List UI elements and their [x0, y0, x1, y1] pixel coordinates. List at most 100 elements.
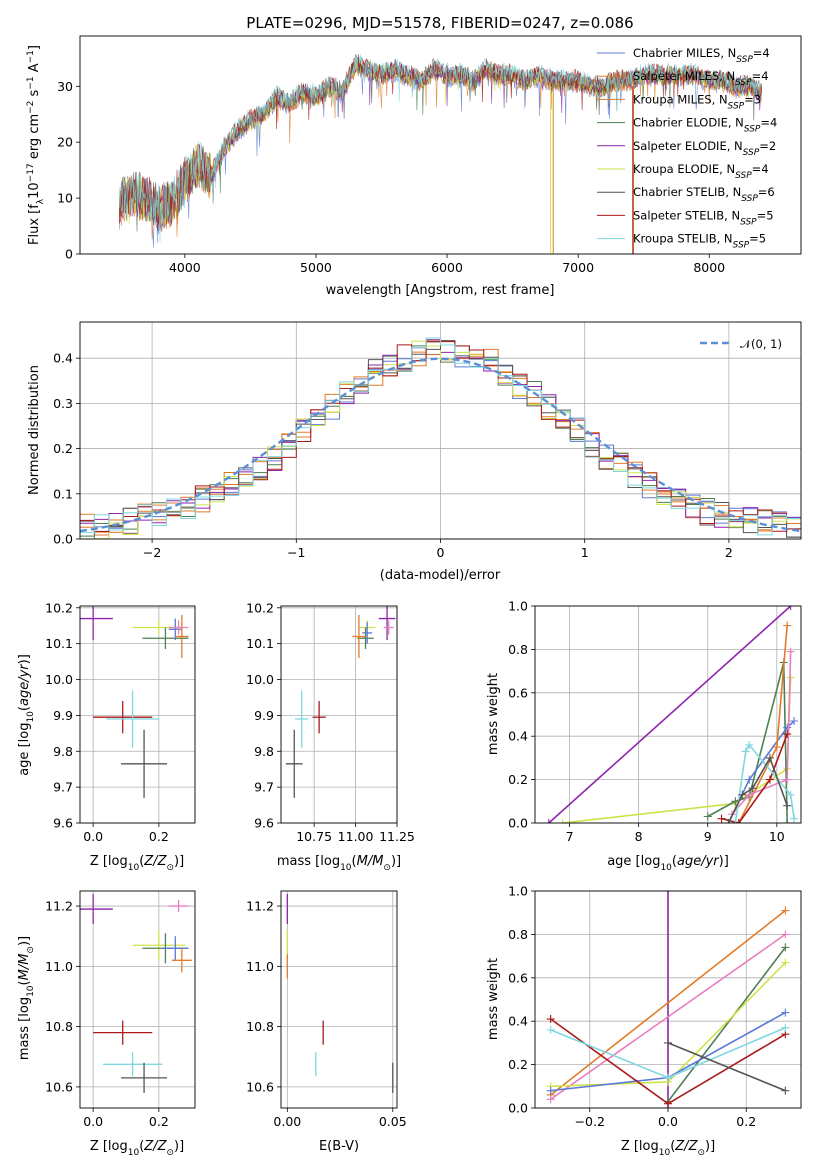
legend-entry: Salpeter ELODIE, NSSP=2 [633, 139, 776, 158]
data-marker [781, 1086, 790, 1095]
x-tick-label: 6000 [431, 260, 463, 275]
weight-series [738, 625, 788, 823]
y-tick-label: 10.8 [246, 1019, 274, 1034]
x-tick-label: 4000 [169, 260, 201, 275]
data-marker [765, 753, 774, 762]
weight-series [548, 606, 792, 823]
data-marker [544, 819, 553, 823]
data-marker [724, 819, 733, 823]
legend-entry: 𝒩(0, 1) [740, 337, 782, 351]
data-marker [781, 943, 790, 952]
y-tick-label: 9.8 [53, 744, 73, 759]
y-tick-label: 0.3 [53, 396, 73, 411]
legend-entry: Salpeter MILES, NSSP=4 [633, 69, 769, 88]
y-axis-label: mass weight [486, 958, 501, 1040]
x-tick-label: 0.0 [83, 1114, 103, 1129]
legend: 𝒩(0, 1) [700, 337, 782, 351]
plot-area [285, 606, 396, 798]
y-tick-label: 10.6 [246, 1079, 274, 1094]
age-vs-mass-panel: 10.75 11.00 11.25 9.6 9.7 9.8 9.9 10.0 10.1 10.2 m… [246, 600, 415, 873]
x-tick-label: 0.0 [83, 829, 103, 844]
x-tick-label: 0.0 [658, 1114, 678, 1129]
data-marker [748, 784, 757, 793]
y-tick-label: 1.0 [508, 884, 528, 899]
y-tick-label: 0.2 [53, 441, 73, 456]
plot-area [80, 606, 189, 798]
y-tick-label: 11.0 [246, 959, 274, 974]
x-tick-label: 0.2 [149, 829, 169, 844]
plot-area [546, 891, 790, 1108]
y-tick-label: 30 [57, 79, 73, 94]
data-marker [717, 814, 726, 823]
weight-series [562, 677, 792, 823]
x-tick-label: 9 [704, 829, 712, 844]
data-marker [741, 747, 750, 756]
legend: Chabrier MILES, NSSP=4 Salpeter MILES, NS… [597, 46, 777, 251]
y-tick-label: 9.9 [254, 708, 274, 723]
x-tick-label: 0.2 [736, 1114, 756, 1129]
y-tick-label: 0.0 [508, 1101, 528, 1116]
x-tick-label: 2 [725, 545, 733, 560]
data-marker [783, 801, 792, 810]
histogram-series [80, 337, 801, 536]
legend-entry: Salpeter STELIB, NSSP=5 [633, 208, 774, 227]
y-axis-label: mass [log10(M/M⊙)] [17, 936, 36, 1060]
figure-title: PLATE=0296, MJD=51578, FIBERID=0247, z=0… [246, 14, 633, 32]
data-marker [745, 790, 754, 799]
y-tick-label: 11.0 [45, 959, 73, 974]
x-tick-label: 10 [769, 829, 785, 844]
axes-frame [79, 890, 196, 1109]
y-tick-label: 10.1 [246, 636, 274, 651]
y-tick-label: 0.8 [508, 927, 528, 942]
x-tick-label: 5000 [300, 260, 332, 275]
legend-entry: Chabrier ELODIE, NSSP=4 [633, 116, 777, 135]
y-tick-label: 0.2 [508, 1057, 528, 1072]
data-marker [664, 891, 672, 895]
y-axis-label: mass weight [486, 673, 501, 755]
axes-frame [79, 35, 802, 255]
data-marker [781, 958, 790, 967]
legend-entry: Chabrier MILES, NSSP=4 [633, 46, 770, 65]
axes-frame [280, 605, 398, 824]
residual-histogram-panel: −2 −1 0 1 2 0.0 0.1 0.2 0.3 0.4 𝒩(0, 1) (data-model… [27, 321, 802, 583]
legend-entry: Kroupa STELIB, NSSP=5 [633, 232, 766, 251]
spectrum-line [119, 57, 762, 231]
y-axis-label: Flux [fλ10−17 erg cm−2 s−1 A−1] [26, 45, 46, 245]
data-marker [558, 819, 567, 823]
data-marker [790, 717, 799, 726]
y-tick-label: 9.6 [53, 816, 73, 831]
data-marker [731, 819, 740, 823]
y-tick-label: 0.4 [53, 351, 73, 366]
y-tick-label: 0.0 [508, 816, 528, 831]
mass-vs-extinction-panel: 0.00 0.05 10.6 10.8 11.0 11.2 E(B-V) [246, 890, 407, 1154]
y-tick-label: 0.6 [508, 970, 528, 985]
x-axis-label: Z [log10(Z/Z⊙)] [90, 1139, 184, 1158]
x-tick-label: 7 [566, 829, 574, 844]
y-tick-label: 10.6 [45, 1079, 73, 1094]
data-marker [790, 814, 799, 823]
spectrum-line [119, 54, 762, 243]
spectrum-panel: 4000 5000 6000 7000 8000 0 10 20 30 Chabrier MILE… [26, 35, 802, 298]
mass-weight-vs-metallicity-panel: −0.2 0.0 0.2 0.0 0.2 0.4 0.6 0.8 1.0 Z [log10(Z/Z… [486, 884, 802, 1158]
weight-series [550, 933, 786, 1100]
y-tick-label: 9.8 [254, 744, 274, 759]
data-marker [546, 1025, 555, 1034]
x-axis-label: mass [log10(M/M⊙)] [277, 854, 401, 873]
x-tick-label: 0.00 [273, 1114, 301, 1129]
plot-area [80, 894, 192, 1093]
x-tick-label: 8 [635, 829, 643, 844]
weight-series [667, 946, 786, 1102]
y-tick-label: 0.1 [53, 486, 73, 501]
x-axis-label: Z [log10(Z/Z⊙)] [90, 854, 184, 873]
y-tick-label: 0.0 [53, 532, 73, 547]
age-vs-metallicity-panel: 0.0 0.2 9.6 9.7 9.8 9.9 10.0 10.1 10.2 Z [log10(Z… [17, 600, 196, 873]
data-marker [772, 743, 781, 752]
y-tick-label: 10 [57, 191, 73, 206]
plot-area [544, 606, 799, 823]
y-tick-label: 0.8 [508, 642, 528, 657]
x-axis-label: wavelength [Angstrom, rest frame] [326, 283, 555, 298]
legend-entry: Kroupa ELODIE, NSSP=4 [633, 162, 769, 181]
data-marker [783, 775, 792, 784]
y-tick-label: 9.9 [53, 708, 73, 723]
y-tick-label: 9.7 [53, 780, 73, 795]
